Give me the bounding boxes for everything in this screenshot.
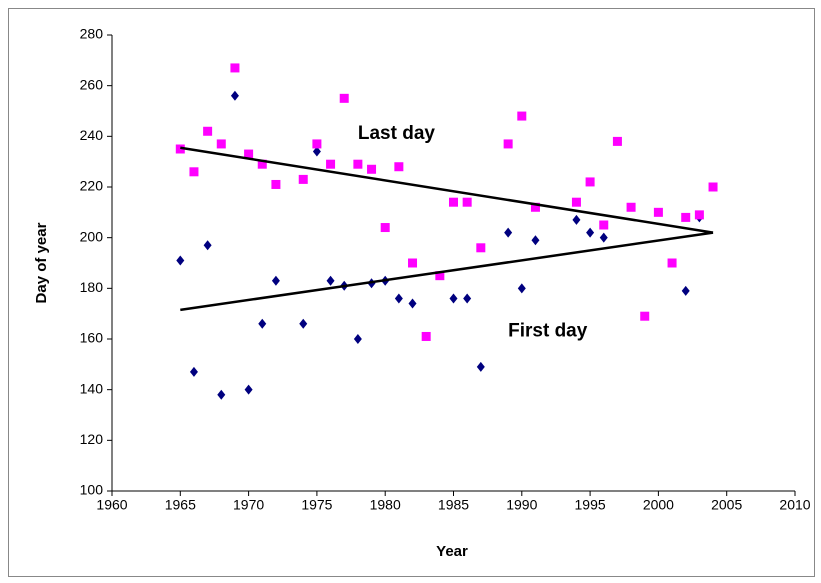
point bbox=[203, 126, 213, 136]
x-tick-label: 1980 bbox=[370, 497, 401, 513]
point bbox=[504, 227, 513, 238]
x-tick-label: 2000 bbox=[643, 497, 674, 513]
point bbox=[339, 93, 349, 103]
point bbox=[449, 293, 458, 304]
x-tick-label: 1960 bbox=[96, 497, 127, 513]
point bbox=[531, 235, 540, 246]
point bbox=[175, 144, 185, 154]
x-axis-label: Year bbox=[436, 543, 468, 560]
x-tick-label: 1985 bbox=[438, 497, 469, 513]
chart-frame bbox=[8, 8, 815, 577]
point bbox=[463, 293, 472, 304]
point bbox=[517, 111, 527, 121]
point bbox=[230, 90, 239, 101]
y-tick-label: 120 bbox=[80, 431, 104, 447]
x-tick-label: 1970 bbox=[233, 497, 264, 513]
point bbox=[189, 167, 199, 177]
point bbox=[312, 139, 322, 149]
point bbox=[530, 202, 540, 212]
annotation: Last day bbox=[358, 123, 436, 144]
point bbox=[667, 258, 677, 268]
point bbox=[449, 197, 458, 207]
point bbox=[353, 334, 362, 344]
point bbox=[694, 210, 704, 220]
point bbox=[244, 149, 254, 159]
point bbox=[599, 220, 609, 230]
y-tick-label: 100 bbox=[80, 482, 104, 498]
point bbox=[244, 384, 253, 395]
x-tick-label: 1990 bbox=[506, 497, 537, 513]
point bbox=[421, 331, 431, 341]
point bbox=[326, 159, 336, 169]
point bbox=[394, 293, 403, 304]
y-tick-label: 180 bbox=[80, 279, 104, 295]
point bbox=[435, 271, 445, 281]
point bbox=[408, 298, 417, 309]
point bbox=[271, 179, 281, 189]
trend-line bbox=[180, 146, 714, 234]
point bbox=[299, 318, 308, 329]
point bbox=[599, 232, 608, 243]
point bbox=[640, 311, 650, 321]
point bbox=[257, 159, 267, 169]
point bbox=[258, 318, 267, 329]
point bbox=[203, 240, 212, 251]
point bbox=[353, 159, 363, 169]
point bbox=[394, 162, 404, 172]
point bbox=[585, 177, 595, 187]
point bbox=[326, 275, 335, 286]
point bbox=[681, 285, 690, 296]
point bbox=[367, 164, 377, 174]
point bbox=[217, 389, 226, 400]
point bbox=[503, 139, 513, 149]
point bbox=[408, 258, 418, 268]
y-tick-label: 160 bbox=[80, 330, 104, 346]
point bbox=[586, 227, 595, 238]
point bbox=[189, 366, 198, 377]
point bbox=[230, 63, 240, 73]
y-tick-label: 260 bbox=[80, 76, 104, 92]
point bbox=[462, 197, 472, 207]
y-tick-label: 220 bbox=[80, 178, 104, 194]
point bbox=[298, 174, 308, 184]
point bbox=[476, 361, 485, 372]
point bbox=[571, 197, 581, 207]
point bbox=[271, 275, 280, 286]
x-tick-label: 1975 bbox=[301, 497, 332, 513]
x-tick-label: 1995 bbox=[575, 497, 606, 513]
point bbox=[216, 139, 226, 149]
point bbox=[572, 214, 581, 225]
trend-line bbox=[180, 231, 714, 312]
point bbox=[312, 146, 321, 157]
y-tick-label: 240 bbox=[80, 127, 104, 143]
point bbox=[476, 243, 486, 253]
point bbox=[626, 202, 636, 212]
point bbox=[176, 255, 185, 266]
y-tick-label: 200 bbox=[80, 228, 104, 244]
point bbox=[653, 207, 663, 217]
point bbox=[517, 283, 526, 294]
x-tick-label: 1965 bbox=[165, 497, 196, 513]
x-tick-label: 2010 bbox=[779, 497, 810, 513]
y-tick-label: 140 bbox=[80, 380, 104, 396]
y-axis-label: Day of year bbox=[33, 222, 50, 303]
y-tick-label: 280 bbox=[80, 26, 104, 42]
x-tick-label: 2005 bbox=[711, 497, 742, 513]
point bbox=[681, 212, 691, 222]
point bbox=[708, 182, 718, 192]
point bbox=[380, 223, 390, 233]
annotation: First day bbox=[508, 320, 588, 341]
point bbox=[612, 136, 622, 146]
